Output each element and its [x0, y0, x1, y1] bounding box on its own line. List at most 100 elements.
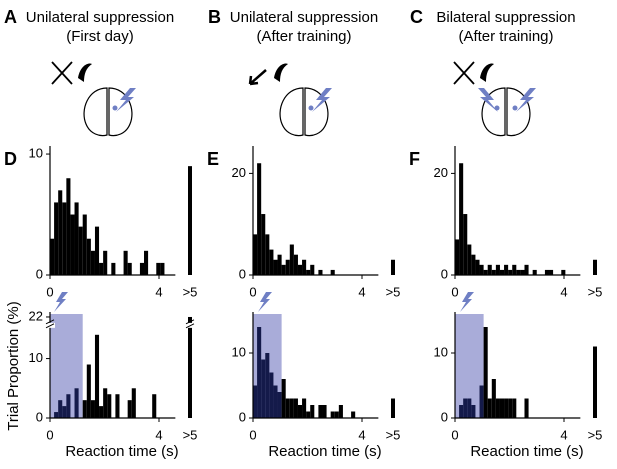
- bar: [483, 327, 488, 418]
- bar: [54, 202, 59, 275]
- bar: [561, 269, 566, 275]
- bar: [293, 254, 298, 275]
- bar: [111, 262, 116, 275]
- bolt: [258, 292, 272, 312]
- eye: [480, 63, 494, 82]
- bar: [62, 202, 67, 275]
- arrow: [248, 69, 267, 86]
- bar: [487, 398, 492, 418]
- bar: [334, 411, 339, 418]
- panel-title: (After training): [458, 28, 553, 45]
- y-tick-label: 10: [29, 145, 43, 160]
- brain: [481, 87, 531, 137]
- y-tick-label: 10: [434, 344, 448, 359]
- panel-letter: D: [4, 149, 17, 169]
- bar: [549, 269, 554, 275]
- bar: [310, 405, 315, 418]
- panel-letter: C: [410, 7, 423, 27]
- bolt: [460, 292, 474, 312]
- bar: [127, 262, 132, 275]
- x-tick-label: 0: [249, 427, 256, 442]
- brain: [83, 87, 133, 137]
- x-tick-label: 0: [46, 427, 53, 442]
- bar: [338, 405, 343, 418]
- bar: [253, 385, 258, 418]
- y-tick-label: 0: [441, 409, 448, 424]
- y-tick-label: 0: [36, 266, 43, 281]
- bar: [94, 226, 100, 275]
- bar: [144, 250, 149, 275]
- bar: [261, 359, 266, 418]
- y-tick-label: 20: [232, 165, 246, 180]
- axis-break: [185, 323, 195, 329]
- bar: [78, 226, 83, 275]
- site: [512, 105, 518, 111]
- bar: [50, 238, 55, 275]
- bar: [281, 379, 286, 418]
- overflow-bar: [188, 166, 192, 275]
- y-tick-label: 22: [29, 308, 43, 323]
- bar: [495, 398, 500, 418]
- bar: [310, 264, 315, 275]
- site: [112, 105, 118, 111]
- bar: [544, 269, 550, 275]
- x-tick-label: 0: [249, 284, 256, 299]
- bar: [524, 398, 529, 418]
- bar: [265, 353, 270, 418]
- bar: [115, 394, 120, 418]
- bar: [90, 250, 95, 275]
- x-tick-label: >5: [386, 427, 401, 442]
- bar: [269, 249, 274, 275]
- x-tick-label: 4: [155, 427, 162, 442]
- y-tick-label: 10: [29, 350, 43, 365]
- bar: [289, 244, 294, 275]
- bolt: [116, 88, 136, 112]
- bar: [66, 394, 71, 418]
- bar: [483, 269, 488, 275]
- x-tick-label: 0: [451, 284, 458, 299]
- bar: [512, 264, 517, 275]
- bar: [297, 405, 303, 418]
- bar: [139, 262, 145, 275]
- cross: [51, 61, 73, 85]
- bar: [86, 364, 91, 418]
- bar: [82, 400, 87, 418]
- overflow-bar: [593, 259, 597, 275]
- y-tick-label: 10: [232, 344, 246, 359]
- bar: [495, 264, 500, 275]
- bar: [131, 388, 136, 418]
- bar: [253, 234, 258, 275]
- x-tick-label: >5: [588, 427, 603, 442]
- bar: [471, 254, 476, 275]
- panel-letter: A: [4, 7, 17, 27]
- bar: [463, 398, 468, 418]
- bar: [516, 269, 521, 275]
- bar: [261, 214, 266, 275]
- lightning: [54, 88, 536, 312]
- bar: [302, 259, 307, 275]
- bar: [152, 394, 157, 418]
- bar: [467, 398, 472, 418]
- bar: [504, 398, 509, 418]
- axis-break: [45, 319, 55, 325]
- bar: [330, 411, 335, 418]
- y-tick-label: 0: [239, 266, 246, 281]
- y-tick-label: 0: [239, 409, 246, 424]
- bar: [74, 202, 79, 275]
- panel-letter: E: [207, 149, 219, 169]
- bar: [508, 269, 513, 275]
- axis-break: [45, 323, 55, 329]
- bar: [99, 262, 104, 275]
- bar: [265, 234, 270, 275]
- bar: [103, 388, 108, 418]
- bar: [289, 398, 294, 418]
- x-axis-label: Reaction time (s): [65, 443, 178, 460]
- bar: [58, 400, 63, 418]
- bar: [103, 250, 108, 275]
- overflow-bar: [593, 346, 597, 418]
- bar: [123, 250, 128, 275]
- y-tick-label: 0: [441, 266, 448, 281]
- y-tick-label: 0: [36, 409, 43, 424]
- bar: [277, 392, 282, 418]
- bar: [293, 398, 298, 418]
